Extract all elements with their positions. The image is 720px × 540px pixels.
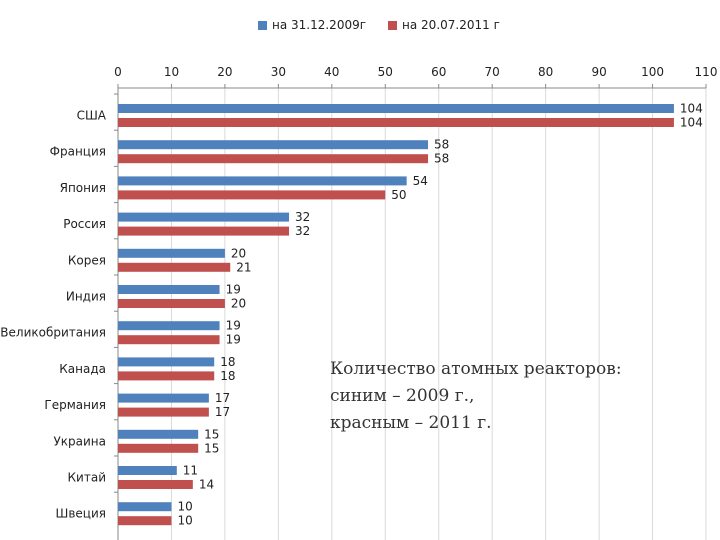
category-label: Франция [50,145,106,159]
legend-label-2011: на 20.07.2011 г [402,18,500,32]
bar-2011 [118,226,290,236]
data-label-2009: 19 [226,319,241,333]
x-tick-label-70: 70 [485,65,500,79]
x-tick-label-20: 20 [217,65,232,79]
bar-2011 [118,407,209,417]
category-label: Канада [59,362,106,376]
category-label: Китай [68,471,106,485]
category-label: Великобритания [0,326,106,340]
category-label: Россия [63,217,106,231]
bar-2009 [118,502,172,512]
legend-label-2009: на 31.12.2009г [272,18,367,32]
x-tick-label-30: 30 [271,65,286,79]
legend-swatch-2011 [388,20,398,30]
data-label-2009: 58 [434,138,449,152]
data-label-2011: 15 [204,441,219,455]
category-label: Индия [66,290,106,304]
caption-line-1: Количество атомных реакторов: [330,359,622,379]
bar-2011 [118,154,429,164]
caption-note: Количество атомных реакторов: синим – 20… [330,356,700,437]
bar-2011 [118,443,199,453]
bar-2011 [118,118,674,127]
bar-2009 [118,176,407,186]
data-label-2011: 50 [391,188,406,202]
bar-2011 [118,480,193,489]
data-label-2009: 15 [204,427,219,441]
bar-2011 [118,371,215,381]
data-label-2009: 54 [413,174,428,188]
caption-line-3: красным – 2011 г. [330,413,492,433]
legend-item-2011: на 20.07.2011 г [388,18,500,32]
x-tick-label-50: 50 [378,65,393,79]
bar-2011 [118,190,386,200]
data-label-2011: 19 [226,333,241,347]
bar-2009 [118,321,220,331]
bar-2011 [118,516,172,526]
data-label-2009: 10 [177,500,192,514]
bar-2009 [118,429,199,439]
category-label: Германия [44,398,106,412]
data-label-2009: 32 [295,210,310,224]
data-label-2011: 18 [220,369,235,383]
category-label: Япония [60,181,106,195]
data-label-2009: 20 [231,246,246,260]
bar-2011 [118,299,225,308]
data-label-2011: 20 [231,297,246,311]
data-label-2009: 104 [680,102,703,116]
data-label-2011: 21 [236,260,251,274]
bar-2009 [118,104,674,113]
category-label: Швеция [56,507,106,521]
x-tick-label-0: 0 [114,65,122,79]
bar-2009 [118,393,209,403]
x-tick-label-40: 40 [324,65,339,79]
data-label-2011: 58 [434,152,449,166]
x-tick-label-100: 100 [641,65,664,79]
category-label: Корея [68,253,106,267]
bar-2009 [118,466,177,475]
x-tick-label-90: 90 [591,65,606,79]
data-label-2009: 11 [183,464,198,478]
bar-2009 [118,357,215,367]
data-label-2009: 18 [220,355,235,369]
data-label-2011: 14 [199,478,214,492]
bar-2009 [118,285,220,294]
bar-2009 [118,248,225,258]
x-tick-label-60: 60 [431,65,446,79]
category-label: Украина [53,434,106,448]
legend-item-2009: на 31.12.2009г [258,18,366,32]
legend-swatch-2009 [258,20,267,30]
x-tick-label-110: 110 [695,65,718,79]
bar-2009 [118,212,290,222]
bar-2011 [118,335,220,345]
data-label-2011: 17 [215,405,230,419]
data-label-2009: 17 [215,391,230,405]
bar-2011 [118,262,231,272]
bar-2009 [118,140,429,150]
x-tick-label-80: 80 [538,65,553,79]
caption-line-2: синим – 2009 г., [330,386,475,406]
data-label-2009: 19 [226,283,241,297]
data-label-2011: 104 [680,116,703,130]
data-label-2011: 10 [177,514,192,528]
chart-legend: на 31.12.2009г на 20.07.2011 г [258,18,500,32]
data-label-2011: 32 [295,224,310,238]
category-label: США [77,109,107,123]
x-tick-label-10: 10 [164,65,179,79]
